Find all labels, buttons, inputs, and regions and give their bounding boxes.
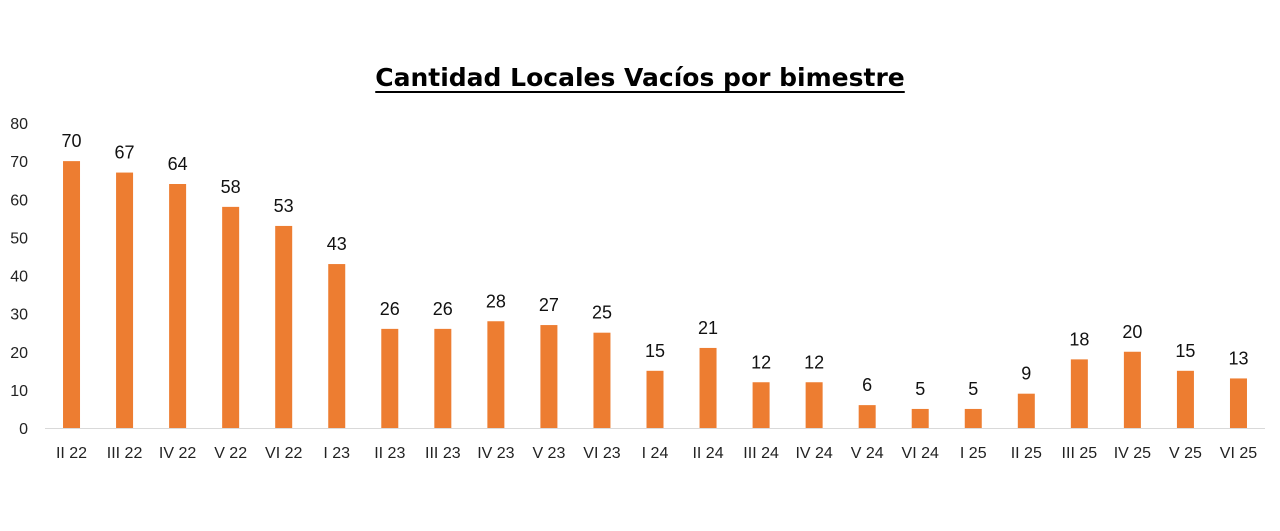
- bar: [699, 347, 717, 428]
- x-tick-label: II 22: [56, 445, 87, 462]
- x-tick-label: VI 23: [583, 445, 620, 462]
- x-tick-label: IV 24: [795, 445, 832, 462]
- bar: [1229, 378, 1247, 428]
- data-label: 67: [115, 143, 135, 163]
- bar: [116, 172, 134, 428]
- y-tick-label: 60: [10, 192, 28, 209]
- data-label: 15: [1175, 341, 1195, 361]
- x-axis: II 22 III 22 IV 22 V 22 VI 22 I 23 II 23 III 23…: [56, 445, 1257, 462]
- bar: [222, 206, 240, 428]
- y-axis: 0 10 20 30 40 50 60 70 80: [10, 116, 28, 438]
- bar: [275, 225, 293, 428]
- data-label: 64: [168, 154, 188, 174]
- y-tick-label: 30: [10, 307, 28, 324]
- x-tick-label: V 25: [1169, 445, 1202, 462]
- x-tick-label: III 23: [425, 445, 461, 462]
- bar: [593, 332, 611, 428]
- x-tick-label: I 24: [642, 445, 669, 462]
- y-tick-label: 20: [10, 345, 28, 362]
- data-label: 9: [1021, 364, 1031, 384]
- bar: [1176, 370, 1194, 428]
- bar: [1070, 359, 1088, 428]
- data-label: 5: [915, 379, 925, 399]
- bar: [381, 328, 399, 428]
- x-tick-label: VI 25: [1220, 445, 1257, 462]
- data-label: 28: [486, 291, 506, 311]
- bar: [63, 161, 81, 428]
- bar: [540, 325, 558, 428]
- bar: [911, 408, 929, 428]
- y-tick-label: 50: [10, 230, 28, 247]
- bar: [328, 264, 346, 428]
- x-tick-label: IV 25: [1114, 445, 1151, 462]
- bar: [964, 408, 982, 428]
- data-label: 12: [751, 352, 771, 372]
- data-label: 26: [433, 299, 453, 319]
- x-tick-label: II 23: [374, 445, 405, 462]
- data-label: 58: [221, 177, 241, 197]
- bar: [434, 328, 452, 428]
- x-tick-label: V 24: [851, 445, 884, 462]
- data-label: 70: [62, 131, 82, 151]
- data-label: 12: [804, 352, 824, 372]
- bar: [646, 370, 664, 428]
- data-labels-group: 70 67 64 58 53 43 26 26 28 27 25 15 21 12 12 6 5 5 9 18 20 15…: [62, 131, 1249, 399]
- data-label: 27: [539, 295, 559, 315]
- bar: [752, 382, 770, 428]
- data-label: 18: [1069, 329, 1089, 349]
- data-label: 20: [1122, 322, 1142, 342]
- bar: [169, 184, 187, 428]
- y-tick-label: 80: [10, 116, 28, 133]
- y-tick-label: 10: [10, 383, 28, 400]
- y-tick-label: 70: [10, 154, 28, 171]
- y-tick-label: 40: [10, 269, 28, 286]
- x-tick-label: VI 22: [265, 445, 302, 462]
- x-tick-label: I 23: [323, 445, 350, 462]
- data-label: 5: [968, 379, 978, 399]
- data-label: 21: [698, 318, 718, 338]
- data-label: 26: [380, 299, 400, 319]
- bar: [1017, 393, 1035, 428]
- x-tick-label: VI 24: [902, 445, 939, 462]
- y-tick-label: 0: [19, 421, 28, 438]
- x-tick-label: III 22: [107, 445, 143, 462]
- chart-title: Cantidad Locales Vacíos por bimestre: [375, 63, 905, 92]
- x-tick-label: III 25: [1062, 445, 1098, 462]
- x-tick-label: I 25: [960, 445, 987, 462]
- x-tick-label: V 22: [214, 445, 247, 462]
- data-label: 25: [592, 303, 612, 323]
- bar: [858, 405, 876, 428]
- x-tick-label: IV 23: [477, 445, 514, 462]
- bar: [487, 321, 505, 428]
- x-tick-label: III 24: [743, 445, 779, 462]
- data-label: 15: [645, 341, 665, 361]
- x-tick-label: II 24: [692, 445, 723, 462]
- data-label: 43: [327, 234, 347, 254]
- bar: [805, 382, 823, 428]
- bar: [1123, 351, 1141, 428]
- data-label: 13: [1228, 348, 1248, 368]
- data-label: 53: [274, 196, 294, 216]
- data-label: 6: [862, 375, 872, 395]
- bars-group: [63, 161, 1247, 428]
- x-tick-label: V 23: [532, 445, 565, 462]
- x-tick-label: II 25: [1011, 445, 1042, 462]
- x-tick-label: IV 22: [159, 445, 196, 462]
